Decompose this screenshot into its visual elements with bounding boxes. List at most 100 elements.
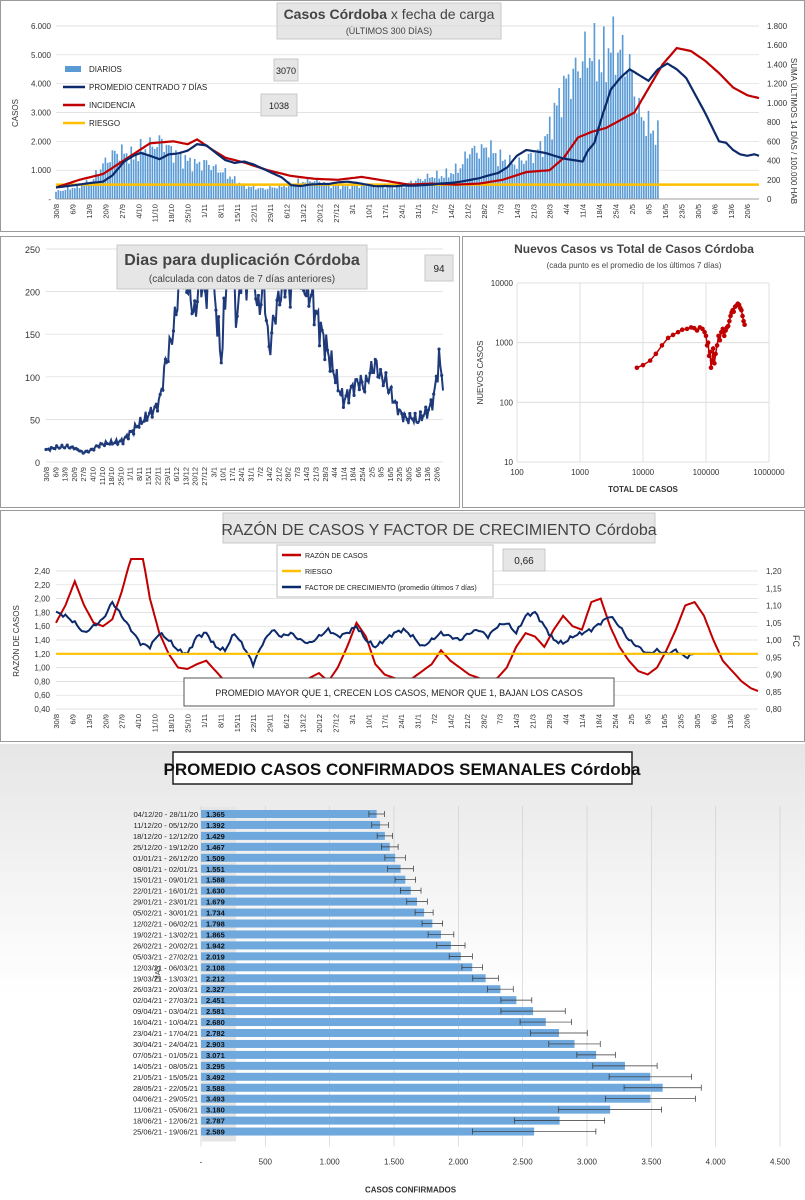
daily-bar (553, 102, 556, 199)
daily-bar (160, 138, 163, 199)
daily-bar (323, 181, 325, 199)
daily-bar (593, 23, 596, 200)
daily-bar (290, 185, 292, 199)
daily-bar (443, 177, 445, 199)
doubling-point (320, 328, 324, 332)
daily-bar (400, 182, 403, 199)
daily-bar (513, 164, 516, 199)
daily-bar (374, 187, 377, 199)
doubling-point (434, 374, 438, 378)
category-label: 14/05/21 - 08/05/21 (133, 1062, 198, 1071)
y2-tick-label: 1.000 (767, 99, 788, 108)
daily-bar (92, 179, 95, 199)
category-label: 08/01/21 - 02/01/21 (133, 865, 198, 874)
x-tick-label: 100000 (693, 468, 720, 477)
daily-bar (337, 185, 339, 199)
x-tick-label: 21/2 (463, 204, 472, 219)
daily-bar (417, 178, 419, 199)
daily-bar (431, 177, 434, 199)
chart-subtitle: (cada punto es el promedio de los último… (547, 261, 722, 270)
weekly-bar (201, 1039, 575, 1048)
y2-tick-label: 0 (767, 195, 772, 204)
daily-bar (642, 120, 645, 199)
daily-bar (247, 186, 250, 199)
x-tick-label: 20/12 (315, 714, 324, 733)
doubling-point (195, 300, 199, 304)
doubling-point (421, 414, 425, 418)
x-tick-label: 30/8 (52, 204, 61, 219)
y2-tick-label: 0,80 (766, 705, 782, 714)
daily-bar (633, 96, 636, 199)
value-label: 3.492 (206, 1073, 225, 1082)
doubling-point (405, 417, 409, 422)
x-tick-label: 13/9 (61, 467, 70, 482)
daily-bar (650, 133, 652, 199)
daily-bar (118, 160, 121, 199)
incidence-line (55, 46, 760, 189)
daily-bar (123, 153, 126, 199)
daily-bar (635, 113, 638, 199)
daily-bar (652, 130, 655, 199)
x-tick-label: 7/3 (293, 467, 302, 477)
y-tick-label: 10000 (491, 279, 514, 288)
daily-bar (309, 181, 311, 199)
value-box (424, 254, 454, 282)
category-label: 30/04/21 - 24/04/21 (133, 1040, 198, 1049)
daily-bar (358, 187, 361, 199)
doubling-point (304, 294, 308, 298)
daily-bar (346, 185, 349, 199)
weekly-bar (201, 1018, 546, 1027)
note-text: PROMEDIO MAYOR QUE 1, CRECEN LOS CASOS, … (215, 688, 582, 698)
daily-bar (527, 153, 530, 199)
title-box (276, 2, 502, 40)
y2-axis-label: FC (791, 635, 801, 647)
daily-bar (330, 187, 332, 199)
daily-bar (645, 135, 647, 199)
doubling-point (78, 449, 83, 453)
x-tick-label: 1000 (571, 468, 589, 477)
daily-bar (619, 49, 622, 199)
doubling-point (317, 344, 322, 348)
y2-tick-label: 600 (767, 137, 781, 146)
y-tick-label: 0 (35, 458, 40, 468)
x-tick-label: 9/5 (377, 467, 386, 477)
x-tick-label: 1000000 (753, 468, 785, 477)
daily-bar (572, 68, 575, 200)
daily-bar (88, 185, 90, 199)
daily-bar (55, 191, 57, 199)
weekly-bar (201, 1127, 535, 1136)
x-tick-label: 6/6 (710, 204, 719, 214)
daily-bar (530, 152, 532, 199)
scatter-point (703, 333, 709, 339)
daily-bar (90, 181, 93, 199)
x-tick-label: 3/1 (348, 204, 357, 214)
daily-bar (468, 154, 471, 199)
x-tick-label: 22/11 (154, 467, 163, 485)
scatter-point (731, 309, 736, 315)
doubling-point (47, 447, 51, 451)
ratio-growth-panel: RAZÓN DE CASOS Y FACTOR DE CRECIMIENTO C… (0, 510, 805, 742)
value-label: 3.493 (206, 1095, 225, 1104)
daily-bar (203, 159, 205, 199)
scatter-point (647, 358, 653, 363)
value-label: 2.589 (206, 1128, 225, 1137)
scatter-point (721, 333, 727, 339)
daily-bar (283, 185, 285, 199)
y-tick-label: 2.000 (31, 137, 52, 146)
doubling-point (92, 448, 96, 452)
daily-bar (429, 177, 431, 199)
category-label: 12/03/21 - 06/03/21 (133, 963, 198, 972)
daily-bar (577, 71, 579, 199)
daily-bar (189, 157, 191, 199)
daily-bar (600, 72, 603, 199)
daily-bar (97, 174, 100, 199)
category-label: 25/12/20 - 19/12/20 (133, 843, 198, 852)
doubling-point (325, 348, 330, 352)
x-tick-label: 6/9 (68, 714, 77, 724)
scatter-point (665, 335, 671, 341)
x-tick-label: 3.500 (641, 1158, 662, 1167)
doubling-point (129, 429, 133, 434)
daily-bar (59, 190, 62, 199)
weekly-bar (201, 941, 451, 950)
